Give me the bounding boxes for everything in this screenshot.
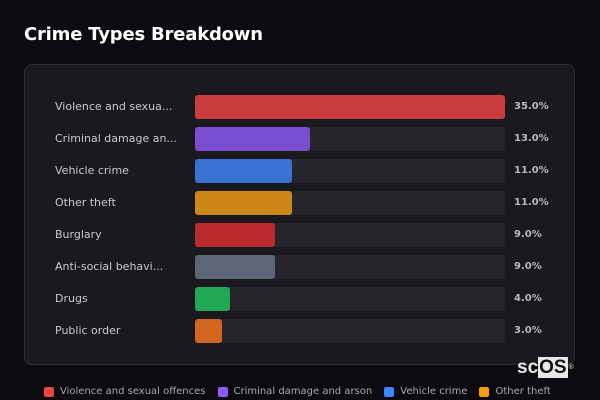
bar-label: Criminal damage an... (55, 132, 177, 145)
bar-label: Vehicle crime (55, 164, 129, 177)
chart-panel: Violence and sexua... 35.0% Criminal damag… (24, 64, 575, 365)
legend-swatch-icon (384, 386, 395, 397)
bar-row: Other theft 11.0% (25, 191, 574, 215)
bar-track (195, 159, 505, 183)
legend-item[interactable]: Criminal damage and arson (217, 386, 373, 397)
bar-fill (195, 191, 293, 215)
legend-label: Criminal damage and arson (233, 386, 373, 397)
bar-value: 11.0% (514, 197, 549, 208)
bar-row: Public order 3.0% (25, 319, 574, 343)
legend: Violence and sexual offences Criminal dam… (44, 386, 551, 397)
bar-fill (195, 223, 275, 247)
bar-row: Vehicle crime 11.0% (25, 159, 574, 183)
bar-label: Violence and sexua... (55, 100, 173, 113)
bar-row: Anti-social behavi... 9.0% (25, 255, 574, 279)
bar-track (195, 223, 505, 247)
registered-mark: ® (568, 364, 574, 371)
bar-value: 11.0% (514, 165, 549, 176)
legend-swatch-icon (44, 386, 54, 397)
bar-label: Drugs (55, 292, 88, 305)
bar-label: Burglary (55, 228, 102, 241)
logo-os: OS (538, 357, 568, 378)
scos-logo: scOS ® (517, 357, 574, 378)
bar-value: 35.0% (514, 101, 549, 112)
bar-fill (195, 159, 293, 183)
bar-value: 4.0% (514, 293, 542, 304)
bar-row: Drugs 4.0% (25, 287, 574, 311)
bar-row: Violence and sexua... 35.0% (25, 95, 574, 119)
legend-item[interactable]: Violence and sexual offences (44, 386, 206, 397)
bar-value: 9.0% (514, 261, 542, 272)
legend-item[interactable]: Vehicle crime (384, 386, 467, 397)
bar-track (195, 255, 505, 279)
bar-row: Burglary 9.0% (25, 223, 574, 247)
legend-label: Violence and sexual offences (60, 386, 206, 397)
bar-value: 13.0% (514, 133, 549, 144)
logo-sc: sc (517, 357, 539, 378)
bar-value: 3.0% (514, 325, 542, 336)
bar-fill (195, 255, 275, 279)
bar-fill (195, 95, 505, 119)
bar-fill (195, 127, 311, 151)
legend-swatch-icon (217, 386, 228, 397)
bar-label: Anti-social behavi... (55, 260, 164, 273)
bar-label: Other theft (55, 196, 116, 209)
legend-item[interactable]: Other theft (479, 386, 551, 397)
bar-fill (195, 287, 231, 311)
bar-value: 9.0% (514, 229, 542, 240)
bar-label: Public order (55, 324, 121, 337)
bar-track (195, 95, 505, 119)
legend-label: Other theft (495, 386, 551, 397)
bar-track (195, 127, 505, 151)
legend-swatch-icon (479, 386, 490, 397)
bar-fill (195, 319, 222, 343)
chart-title: Crime Types Breakdown (24, 24, 263, 45)
bar-track (195, 319, 505, 343)
bar-track (195, 191, 505, 215)
bar-track (195, 287, 505, 311)
bar-row: Criminal damage an... 13.0% (25, 127, 574, 151)
legend-label: Vehicle crime (400, 386, 468, 397)
